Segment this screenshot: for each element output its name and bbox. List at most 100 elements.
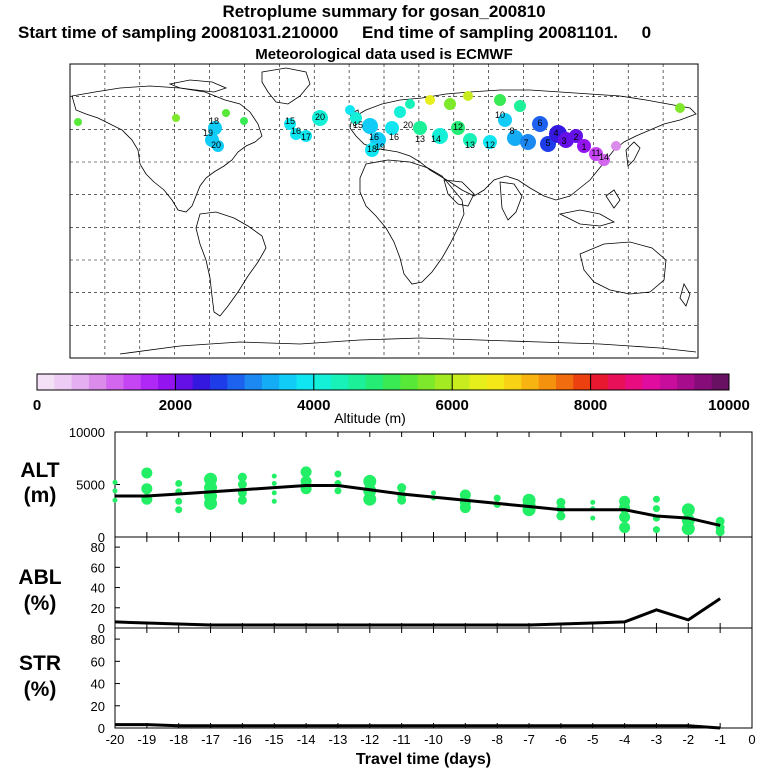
x-tick-label: -2 [683,732,695,747]
panel-alt: ALT(m) 10000 5000 0 [20,425,753,545]
altitude-cluster-point [271,473,277,479]
plume-spot [514,100,526,112]
x-tick-label: -18 [169,732,188,747]
colorbar-cell [279,374,297,390]
panel-frame [114,627,753,729]
y-tick-label: 60 [91,654,105,669]
altitude-cluster-point [681,522,695,536]
plume-day-label: 14 [431,134,441,144]
plume-spot [240,117,248,125]
altitude-cluster-point [363,474,377,488]
colorbar-cell [227,374,246,390]
y-tick-label: 40 [91,677,105,692]
altitude-cluster-point [397,483,407,493]
plume-spot [300,130,312,142]
x-tick-label: -20 [106,732,125,747]
x-tick-label: -6 [555,732,567,747]
x-tick-label: 0 [748,732,755,747]
plume-spot [385,121,399,135]
plume-spot [611,141,621,151]
plume-spot [598,154,610,166]
plume-spot [444,98,456,110]
colorbar-cell [383,374,401,390]
plume-spot [463,91,473,101]
plume-spot [483,135,497,149]
altitude-cluster-point [112,497,118,503]
colorbar-tick-label: 6000 [436,397,469,414]
colorbar-cell [486,374,505,390]
plume-day-label: 15 [353,120,363,130]
colorbar-cells [37,374,730,390]
altitude-cluster-point [681,503,695,517]
colorbar-label: Altitude (m) [334,410,406,426]
panel-frame [114,536,753,629]
colorbar-cell [504,374,522,390]
y-axis-label-name: STR [19,652,61,675]
panel-abl: ABL (%) 80 60 40 20 0 [18,536,753,636]
y-tick-label: 5000 [76,478,105,493]
colorbar-cell [538,374,557,390]
colorbar-cell [365,374,384,390]
y-tick-label: 60 [91,560,105,575]
plume-spot [350,112,362,124]
colorbar-cell [175,374,194,390]
plume-day-label: 16 [369,132,379,142]
plume-clusters [74,91,685,166]
coastlines [71,67,697,355]
series-line-alt [115,484,721,527]
plume-day-label: 16 [291,126,301,136]
plume-day-label: 10 [495,110,505,120]
colorbar-cell [452,374,470,390]
y-tick-label: 0 [98,621,105,636]
plume-spot [394,106,406,118]
altitude-cluster-point [363,492,377,506]
colorbar-cell [123,374,142,390]
x-tick-label: -10 [424,732,443,747]
sampling-times: Start time of sampling 20081031.210000 E… [18,23,651,43]
x-tick-label: -1 [714,732,726,747]
plume-day-label: 2 [573,132,578,142]
time-series-panels: ALT(m) 10000 5000 0 ABL (%) 80 60 40 20 0 STR (%) 80 6… [18,425,755,768]
colorbar-cell [54,374,73,390]
colorbar-cell [106,374,124,390]
plume-day-label: 1 [581,142,586,152]
plume-day-label: 12 [485,140,495,150]
plume-day-label: 3 [561,136,566,146]
altitude-cluster-point [493,494,501,502]
colorbar-cell [192,374,211,390]
altitude-cluster-point [271,498,277,504]
y-tick-label: 80 [91,632,105,647]
colorbar-cell [296,374,315,390]
plume-day-label: 19 [203,128,213,138]
end-time-label: End time of sampling 20081101. [361,23,619,42]
plume-day-label: 18 [367,144,377,154]
colorbar-cell [659,374,678,390]
plume-spot [498,113,512,127]
colorbar-cell [37,374,55,390]
altitude-cluster-point [590,499,596,505]
plume-day-label: 20 [403,120,413,130]
colorbar-frame [36,373,730,391]
plume-spot [577,139,591,153]
plume-spot [222,109,230,117]
x-tick-label: -19 [137,732,156,747]
colorbar-cell [677,374,695,390]
plume-day-label: 16 [389,132,399,142]
colorbar-cell [210,374,228,390]
altitude-cluster-point [204,496,218,510]
plume-day-label: 20 [211,140,221,150]
altitude-cluster-point [652,495,660,503]
plume-spot [451,121,465,135]
x-tick-label: -16 [233,732,252,747]
plume-spot [413,121,427,135]
altitude-cluster-point [237,472,247,482]
plume-day-label: 17 [301,132,311,142]
colorbar-cell [348,374,367,390]
plume-spot [365,143,379,157]
colorbar-tick-label: 2000 [159,397,192,414]
plume-spot [432,128,448,144]
altitude-cluster-point [141,483,153,495]
